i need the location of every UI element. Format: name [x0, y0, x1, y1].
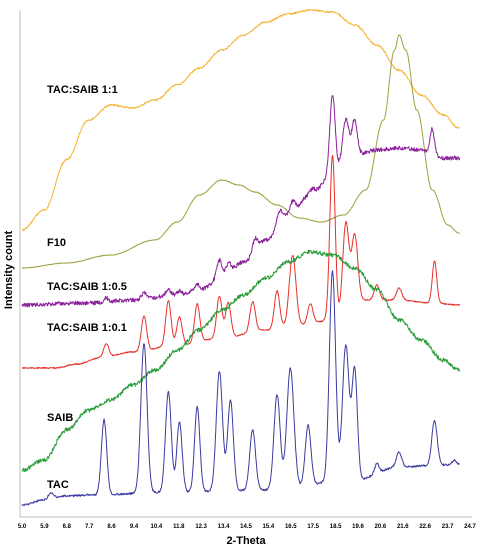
series-line-tac — [21, 270, 461, 507]
x-tick-label: 11.8 — [173, 524, 185, 530]
x-tick-label: 21.6 — [397, 524, 409, 530]
series-line-f10 — [21, 34, 460, 269]
x-tick-label: 6.8 — [63, 524, 72, 530]
x-tick-label: 13.4 — [218, 524, 230, 530]
x-tick-label: 20.6 — [375, 524, 387, 530]
series-line-tac-saib-1-1 — [21, 8, 460, 232]
series-label-tac-saib-1-0-5: TAC:SAIB 1:0.5 — [47, 281, 127, 293]
y-axis-title: Intensity count — [3, 231, 15, 310]
x-tick-label: 19.6 — [352, 524, 364, 530]
x-tick-labels: 5.0 5.9 6.8 7.7 8.6 9.4 10.4 11.8 12.3 13.4 14.5 15… — [18, 524, 477, 530]
x-tick-label: 22.6 — [419, 524, 431, 530]
x-tick-label: 15.4 — [263, 524, 275, 530]
series-line-saib — [21, 249, 460, 473]
x-tick-label: 10.4 — [151, 524, 163, 530]
series-label-saib: SAIB — [47, 412, 73, 424]
x-tick-label: 12.3 — [195, 524, 207, 530]
x-tick-label: 18.5 — [330, 524, 342, 530]
series-line-tac-saib-1-0-1 — [21, 154, 461, 370]
series-label-tac-saib-1-1: TAC:SAIB 1:1 — [47, 84, 118, 96]
x-tick-label: 5.9 — [40, 524, 49, 530]
x-tick-label: 23.7 — [442, 524, 454, 530]
x-tick-label: 16.5 — [285, 524, 297, 530]
series-label-f10: F10 — [47, 237, 66, 249]
x-tick-label: 17.5 — [307, 524, 319, 530]
x-tick-label: 5.0 — [18, 524, 27, 530]
x-axis-title: 2-Theta — [226, 535, 266, 547]
series-line-tac-saib-1-0-5 — [21, 95, 461, 308]
series-label-tac-saib-1-0-1: TAC:SAIB 1:0.1 — [47, 322, 127, 334]
series-label-tac: TAC — [47, 479, 69, 491]
x-tick-label: 24.7 — [464, 524, 476, 530]
x-tick-label: 7.7 — [85, 524, 94, 530]
series-lines — [21, 8, 461, 507]
x-tick-label: 8.6 — [107, 524, 116, 530]
x-tick-label: 14.5 — [240, 524, 252, 530]
x-tick-label: 9.4 — [130, 524, 139, 530]
